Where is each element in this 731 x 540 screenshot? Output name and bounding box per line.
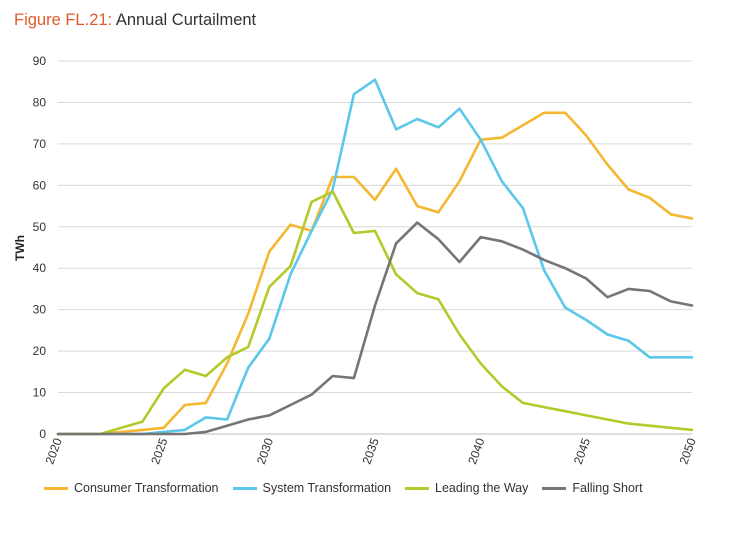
series-lines (56, 78, 694, 436)
series-line-system-transformation (56, 78, 694, 436)
legend-item: Leading the Way (405, 481, 528, 495)
legend-swatch (405, 486, 430, 490)
series-line-leading-the-way (56, 190, 694, 436)
legend-item: System Transformation (232, 481, 392, 495)
x-tick-label: 2030 (254, 436, 276, 466)
y-tick-label: 10 (33, 386, 47, 400)
legend: Consumer Transformation System Transforma… (44, 481, 643, 495)
y-tick-label: 50 (33, 220, 47, 234)
legend-item: Falling Short (542, 481, 643, 495)
y-tick-label: 90 (33, 54, 47, 68)
legend-label: Consumer Transformation (74, 481, 219, 495)
x-tick-label: 2045 (571, 436, 593, 466)
legend-item: Consumer Transformation (44, 481, 219, 495)
y-tick-labels: 0 10 20 30 40 50 60 70 80 90 (33, 54, 47, 441)
series-line-consumer-transformation (56, 111, 694, 436)
x-tick-label: 2035 (360, 436, 382, 466)
y-tick-label: 40 (33, 261, 47, 275)
legend-swatch (542, 486, 567, 490)
legend-label: Leading the Way (435, 481, 529, 495)
legend-swatch (232, 486, 257, 490)
y-tick-label: 80 (33, 95, 47, 109)
figure-title: Figure FL.21: Annual Curtailment (14, 11, 256, 30)
y-tick-label: 20 (33, 344, 47, 358)
y-tick-label: 0 (39, 427, 46, 441)
x-tick-labels: 2020 2025 2030 2035 2040 2045 2050 (43, 436, 699, 466)
y-axis-label: TWh (13, 235, 27, 261)
figure-title-text: Annual Curtailment (112, 11, 257, 29)
figure-number: Figure FL.21: (14, 11, 113, 29)
x-tick-label: 2025 (148, 436, 170, 466)
legend-swatch (44, 486, 68, 490)
y-tick-label: 30 (33, 303, 47, 317)
grid-lines (58, 60, 692, 394)
x-tick-label: 2040 (465, 436, 487, 466)
y-tick-label: 70 (33, 137, 47, 151)
legend-label: Falling Short (572, 481, 643, 495)
series-line-falling-short (56, 221, 694, 436)
y-tick-label: 60 (33, 178, 47, 192)
legend-label: System Transformation (262, 481, 392, 495)
x-tick-label: 2050 (677, 436, 699, 466)
